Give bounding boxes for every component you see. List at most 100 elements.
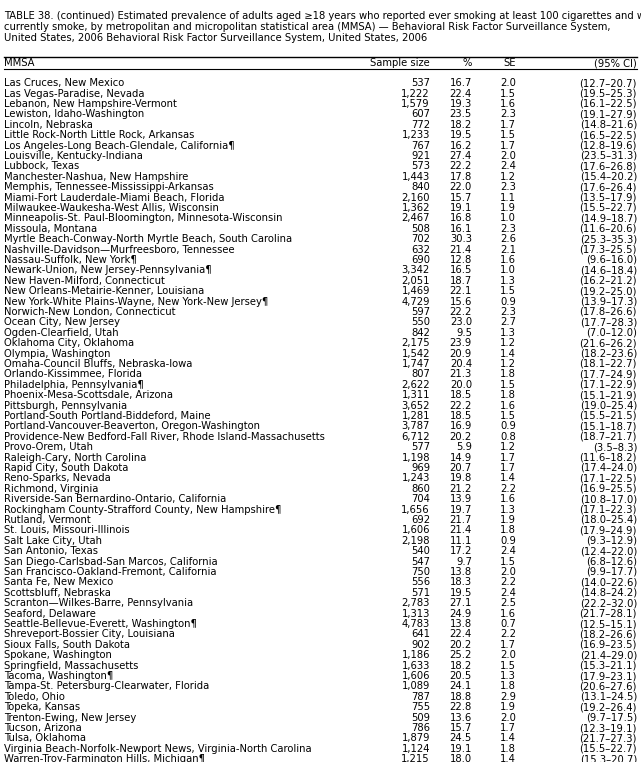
Text: Miami-Fort Lauderdale-Miami Beach, Florida: Miami-Fort Lauderdale-Miami Beach, Flori…: [4, 193, 224, 203]
Text: (17.8–26.6): (17.8–26.6): [579, 307, 637, 317]
Text: Norwich-New London, Connecticut: Norwich-New London, Connecticut: [4, 307, 176, 317]
Text: 902: 902: [411, 640, 430, 650]
Text: Rutland, Vermont: Rutland, Vermont: [4, 515, 91, 525]
Text: (19.1–27.9): (19.1–27.9): [579, 110, 637, 120]
Text: 15.7: 15.7: [449, 193, 472, 203]
Text: 20.4: 20.4: [450, 359, 472, 369]
Text: (12.3–19.1): (12.3–19.1): [579, 723, 637, 733]
Text: (18.7–21.7): (18.7–21.7): [579, 432, 637, 442]
Text: 24.1: 24.1: [450, 681, 472, 691]
Text: 2.0: 2.0: [500, 567, 516, 577]
Text: 755: 755: [411, 703, 430, 712]
Text: (15.3–21.1): (15.3–21.1): [579, 661, 637, 671]
Text: 1.6: 1.6: [500, 401, 516, 411]
Text: 577: 577: [411, 442, 430, 452]
Text: 690: 690: [411, 255, 430, 265]
Text: 14.9: 14.9: [450, 453, 472, 463]
Text: (15.5–21.5): (15.5–21.5): [579, 411, 637, 421]
Text: 9.5: 9.5: [456, 328, 472, 338]
Text: 2.3: 2.3: [500, 307, 516, 317]
Text: 2.4: 2.4: [500, 162, 516, 171]
Text: 16.2: 16.2: [449, 141, 472, 151]
Text: Orlando-Kissimmee, Florida: Orlando-Kissimmee, Florida: [4, 370, 142, 379]
Text: Philadelphia, Pennsylvania¶: Philadelphia, Pennsylvania¶: [4, 379, 144, 390]
Text: 1,186: 1,186: [401, 650, 430, 660]
Text: 2.4: 2.4: [500, 588, 516, 598]
Text: (19.5–25.3): (19.5–25.3): [579, 88, 637, 98]
Text: 20.0: 20.0: [450, 379, 472, 390]
Text: 18.8: 18.8: [450, 692, 472, 702]
Text: 1,233: 1,233: [402, 130, 430, 140]
Text: (14.8–24.2): (14.8–24.2): [580, 588, 637, 598]
Text: San Diego-Carlsbad-San Marcos, California: San Diego-Carlsbad-San Marcos, Californi…: [4, 556, 218, 567]
Text: Oklahoma City, Oklahoma: Oklahoma City, Oklahoma: [4, 338, 134, 348]
Text: Missoula, Montana: Missoula, Montana: [4, 224, 97, 234]
Text: 1.1: 1.1: [500, 193, 516, 203]
Text: 1.8: 1.8: [500, 390, 516, 400]
Text: Newark-Union, New Jersey-Pennsylvania¶: Newark-Union, New Jersey-Pennsylvania¶: [4, 265, 212, 275]
Text: 1,124: 1,124: [401, 744, 430, 754]
Text: 2.0: 2.0: [500, 712, 516, 722]
Text: (12.4–22.0): (12.4–22.0): [579, 546, 637, 556]
Text: 840: 840: [412, 182, 430, 192]
Text: 1,243: 1,243: [402, 473, 430, 483]
Text: 4,729: 4,729: [401, 296, 430, 306]
Text: MMSA: MMSA: [4, 58, 35, 68]
Text: 23.0: 23.0: [450, 318, 472, 328]
Text: (17.6–26.4): (17.6–26.4): [579, 182, 637, 192]
Text: 23.5: 23.5: [450, 110, 472, 120]
Text: 22.0: 22.0: [450, 182, 472, 192]
Text: Louisville, Kentucky-Indiana: Louisville, Kentucky-Indiana: [4, 151, 143, 161]
Text: 27.4: 27.4: [450, 151, 472, 161]
Text: 573: 573: [411, 162, 430, 171]
Text: (15.3–20.7): (15.3–20.7): [579, 754, 637, 762]
Text: (10.8–17.0): (10.8–17.0): [580, 495, 637, 504]
Text: (15.1–21.9): (15.1–21.9): [579, 390, 637, 400]
Text: 1.5: 1.5: [500, 556, 516, 567]
Text: Virginia Beach-Norfolk-Newport News, Virginia-North Carolina: Virginia Beach-Norfolk-Newport News, Vir…: [4, 744, 312, 754]
Text: 19.3: 19.3: [450, 99, 472, 109]
Text: 1.2: 1.2: [500, 442, 516, 452]
Text: (17.3–25.5): (17.3–25.5): [579, 245, 637, 255]
Text: Santa Fe, New Mexico: Santa Fe, New Mexico: [4, 578, 113, 588]
Text: 20.2: 20.2: [450, 640, 472, 650]
Text: 767: 767: [411, 141, 430, 151]
Text: 641: 641: [411, 629, 430, 639]
Text: 1,222: 1,222: [401, 88, 430, 98]
Text: (21.6–26.2): (21.6–26.2): [579, 338, 637, 348]
Text: 16.9: 16.9: [449, 421, 472, 431]
Text: (9.9–17.7): (9.9–17.7): [586, 567, 637, 577]
Text: San Francisco-Oakland-Fremont, California: San Francisco-Oakland-Fremont, Californi…: [4, 567, 217, 577]
Text: Pittsburgh, Pennsylvania: Pittsburgh, Pennsylvania: [4, 401, 127, 411]
Text: New Orleans-Metairie-Kenner, Louisiana: New Orleans-Metairie-Kenner, Louisiana: [4, 287, 204, 296]
Text: 1.9: 1.9: [500, 703, 516, 712]
Text: 20.5: 20.5: [450, 671, 472, 681]
Text: 1.7: 1.7: [500, 463, 516, 473]
Text: 3,652: 3,652: [401, 401, 430, 411]
Text: 704: 704: [411, 495, 430, 504]
Text: 597: 597: [411, 307, 430, 317]
Text: (13.5–17.9): (13.5–17.9): [579, 193, 637, 203]
Text: (16.9–23.5): (16.9–23.5): [579, 640, 637, 650]
Text: 969: 969: [411, 463, 430, 473]
Text: 21.2: 21.2: [449, 484, 472, 494]
Text: 2,198: 2,198: [401, 536, 430, 546]
Text: 21.4: 21.4: [450, 245, 472, 255]
Text: 22.4: 22.4: [450, 629, 472, 639]
Text: 13.8: 13.8: [450, 619, 472, 629]
Text: Phoenix-Mesa-Scottsdale, Arizona: Phoenix-Mesa-Scottsdale, Arizona: [4, 390, 173, 400]
Text: Riverside-San Bernardino-Ontario, California: Riverside-San Bernardino-Ontario, Califo…: [4, 495, 226, 504]
Text: 2.2: 2.2: [500, 629, 516, 639]
Text: (7.0–12.0): (7.0–12.0): [586, 328, 637, 338]
Text: Little Rock-North Little Rock, Arkansas: Little Rock-North Little Rock, Arkansas: [4, 130, 194, 140]
Text: 509: 509: [411, 712, 430, 722]
Text: 1.5: 1.5: [500, 88, 516, 98]
Text: Portland-Vancouver-Beaverton, Oregon-Washington: Portland-Vancouver-Beaverton, Oregon-Was…: [4, 421, 260, 431]
Text: Myrtle Beach-Conway-North Myrtle Beach, South Carolina: Myrtle Beach-Conway-North Myrtle Beach, …: [4, 234, 292, 244]
Text: (16.9–25.5): (16.9–25.5): [579, 484, 637, 494]
Text: (17.7–28.3): (17.7–28.3): [579, 318, 637, 328]
Text: 1.3: 1.3: [500, 276, 516, 286]
Text: 2,467: 2,467: [401, 213, 430, 223]
Text: Salt Lake City, Utah: Salt Lake City, Utah: [4, 536, 102, 546]
Text: 1.2: 1.2: [500, 171, 516, 182]
